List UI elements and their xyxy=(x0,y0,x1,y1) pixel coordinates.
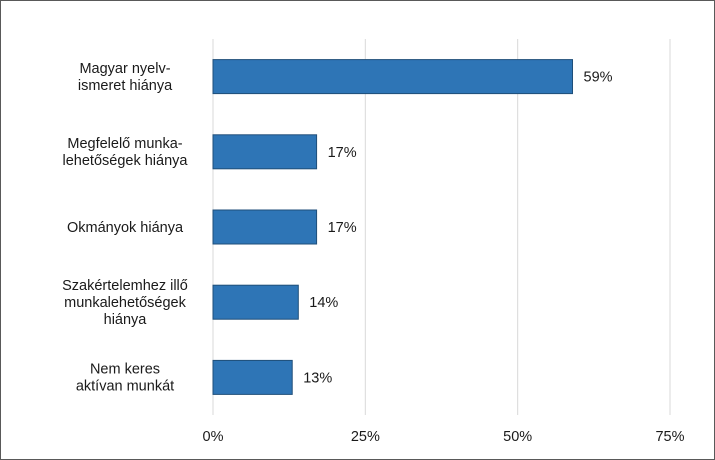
data-label: 14% xyxy=(309,295,338,311)
data-label: 13% xyxy=(303,370,332,386)
category-label: Szakértelemhez illő munkalehetőségek hiány… xyxy=(62,278,188,328)
category-label-line: aktívan munkát xyxy=(76,379,174,395)
data-label: 17% xyxy=(328,145,357,161)
category-label: Okmányok hiánya xyxy=(67,220,184,236)
category-label: Nem keres aktívan munkát xyxy=(76,362,174,395)
bar xyxy=(212,134,318,170)
x-tick-label: 25% xyxy=(351,429,380,445)
x-tick-label: 0% xyxy=(203,429,224,445)
data-label: 17% xyxy=(328,220,357,236)
category-label-line: munkalehetőségek xyxy=(64,295,186,311)
category-label: Megfelelő munka-lehetőségek hiánya xyxy=(63,136,189,169)
category-label-line: Megfelelő munka- xyxy=(67,136,182,152)
bar xyxy=(212,209,318,245)
category-label-line: Okmányok hiánya xyxy=(67,220,184,236)
category-labels: Magyar nyelv-ismeret hiánya Megfelelő mun… xyxy=(62,61,188,395)
x-tick-labels: 0% 25% 50% 75% xyxy=(203,429,685,445)
bar xyxy=(212,359,293,395)
bars xyxy=(212,59,574,395)
x-tick-label: 75% xyxy=(655,429,684,445)
bar xyxy=(212,59,574,95)
category-label-line: hiánya xyxy=(104,312,148,328)
bar xyxy=(212,284,299,320)
category-label: Magyar nyelv-ismeret hiánya xyxy=(78,61,173,94)
category-label-line: Szakértelemhez illő xyxy=(62,278,188,294)
category-label-line: Magyar nyelv- xyxy=(79,61,170,77)
data-label: 59% xyxy=(584,70,613,86)
category-label-line: ismeret hiánya xyxy=(78,78,173,94)
data-labels: 59% 17% 17% 14% 13% xyxy=(303,70,612,387)
category-label-line: Nem keres xyxy=(90,362,160,378)
category-label-line: lehetőségek hiánya xyxy=(63,153,189,169)
x-tick-label: 50% xyxy=(503,429,532,445)
